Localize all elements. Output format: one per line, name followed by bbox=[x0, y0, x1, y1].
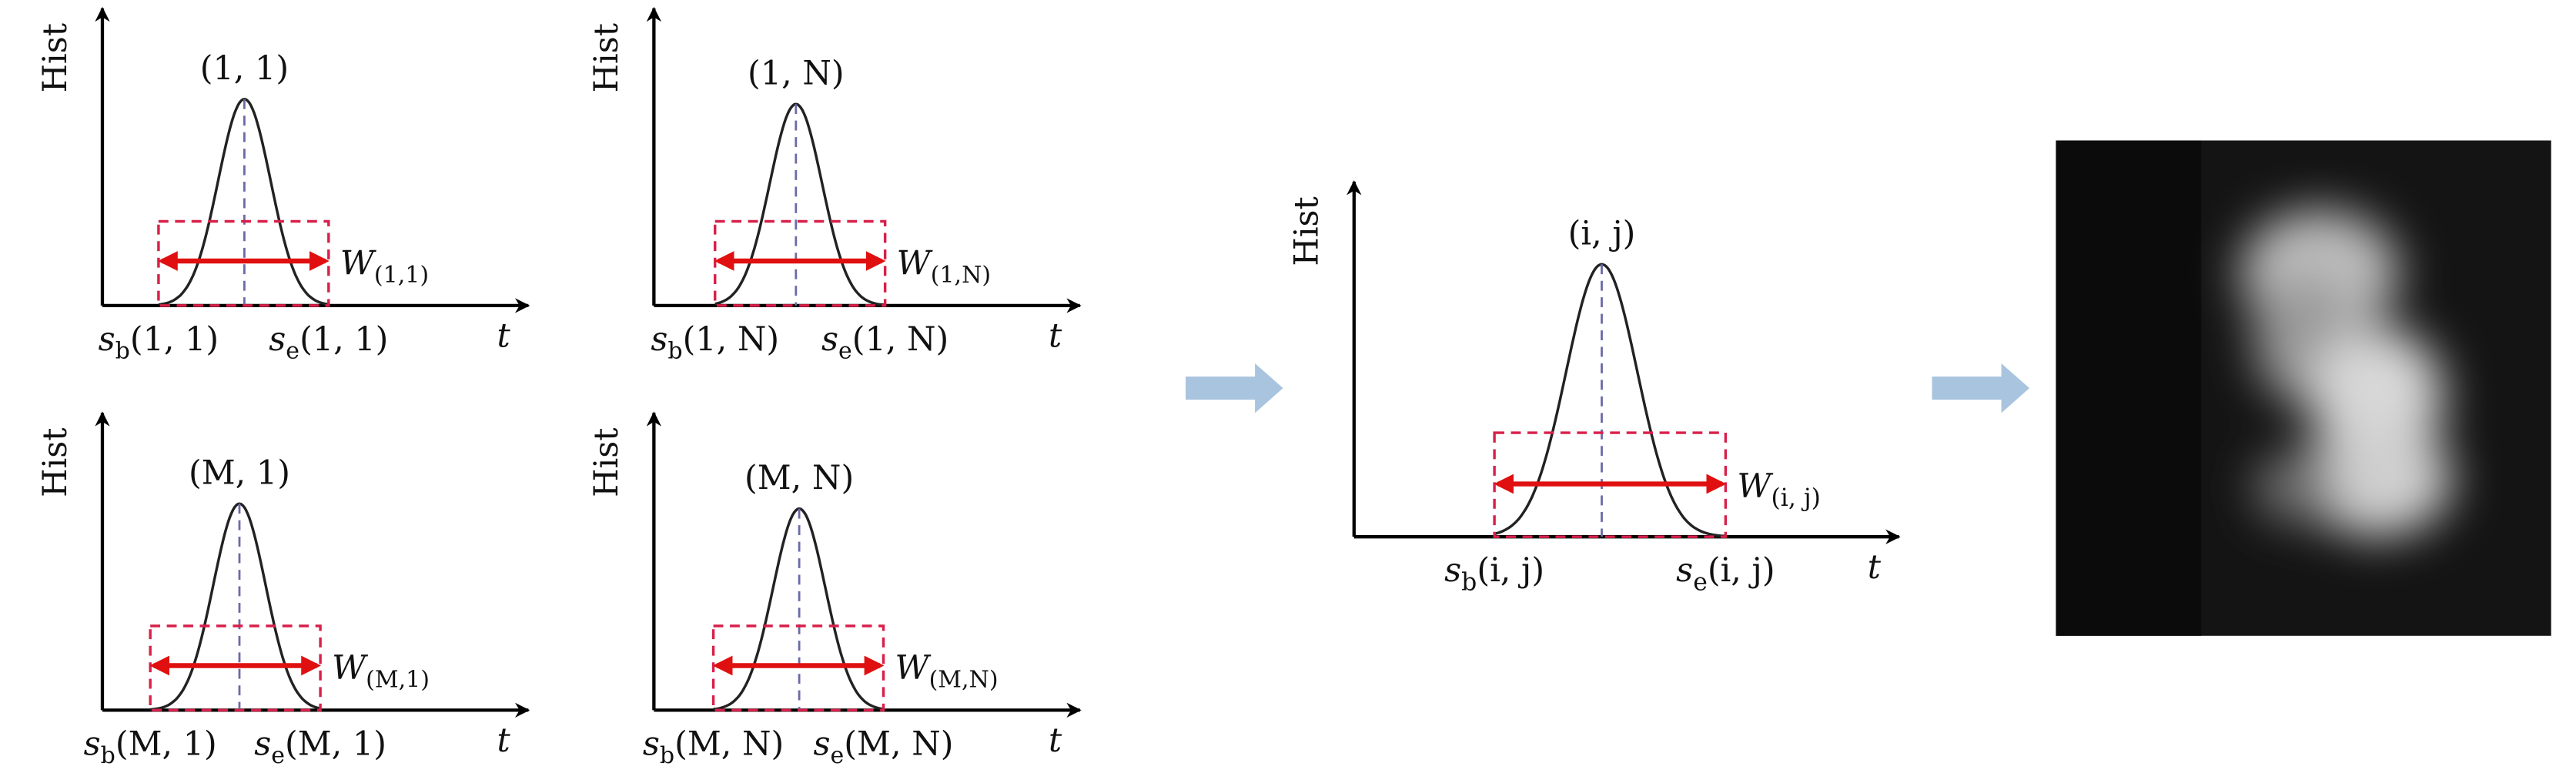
pixel-label: (1, N) bbox=[748, 54, 845, 92]
flow-arrow bbox=[1186, 363, 2030, 413]
end-label: se(1, 1) bbox=[269, 320, 388, 365]
start-label: sb(i, j) bbox=[1444, 551, 1544, 596]
histogram-panel: Hist t (1, 1) sb(1, 1) se(1, 1) W(1,1) bbox=[36, 6, 530, 365]
histogram-panel: Hist t (M, 1) sb(M, 1) se(M, 1) W(M,1) bbox=[36, 411, 530, 769]
start-label: sb(1, 1) bbox=[99, 320, 219, 365]
x-axis-label: t bbox=[1049, 317, 1062, 356]
x-axis-label: t bbox=[497, 317, 511, 356]
start-label: sb(1, N) bbox=[651, 320, 779, 365]
histogram-curve bbox=[150, 502, 321, 711]
pixel-label: (M, 1) bbox=[189, 454, 290, 493]
window-label: W(1,N) bbox=[897, 244, 991, 289]
x-axis-label: t bbox=[1049, 721, 1062, 760]
histogram-panel: Hist t (1, N) sb(1, N) se(1, N) W(1,N) bbox=[587, 6, 1082, 365]
window-label: W(M,1) bbox=[332, 649, 430, 694]
window-box bbox=[149, 624, 322, 712]
end-label: se(1, N) bbox=[821, 320, 948, 365]
depth-image bbox=[2056, 140, 2551, 636]
x-axis-label: t bbox=[497, 721, 511, 760]
pixel-label: (i, j) bbox=[1568, 215, 1636, 253]
y-axis-label: Hist bbox=[587, 427, 626, 497]
end-label: se(i, j) bbox=[1676, 551, 1775, 596]
histogram-panel: Hist t (M, N) sb(M, N) se(M, N) W(M,N) bbox=[587, 411, 1082, 769]
window-label: W(1,1) bbox=[340, 244, 429, 289]
y-axis-label: Hist bbox=[1288, 196, 1326, 266]
histogram-curve bbox=[714, 102, 885, 306]
window-label: W(M,N) bbox=[895, 649, 999, 694]
y-axis-label: Hist bbox=[587, 23, 626, 92]
window-label: W(i, j) bbox=[1737, 467, 1821, 512]
histogram-curve bbox=[1494, 263, 1726, 538]
end-label: se(M, N) bbox=[814, 724, 954, 769]
end-label: se(M, 1) bbox=[254, 724, 386, 769]
pixel-label: (1, 1) bbox=[200, 49, 289, 88]
pixel-label: (M, N) bbox=[744, 459, 854, 497]
start-label: sb(M, N) bbox=[643, 724, 784, 769]
start-label: sb(M, 1) bbox=[84, 724, 217, 769]
y-axis-label: Hist bbox=[36, 427, 75, 497]
histogram-panel: Hist t (i, j) sb(i, j) se(i, j) W(i, j) bbox=[1288, 180, 1901, 596]
y-axis-label: Hist bbox=[36, 23, 75, 92]
x-axis-label: t bbox=[1868, 548, 1882, 587]
